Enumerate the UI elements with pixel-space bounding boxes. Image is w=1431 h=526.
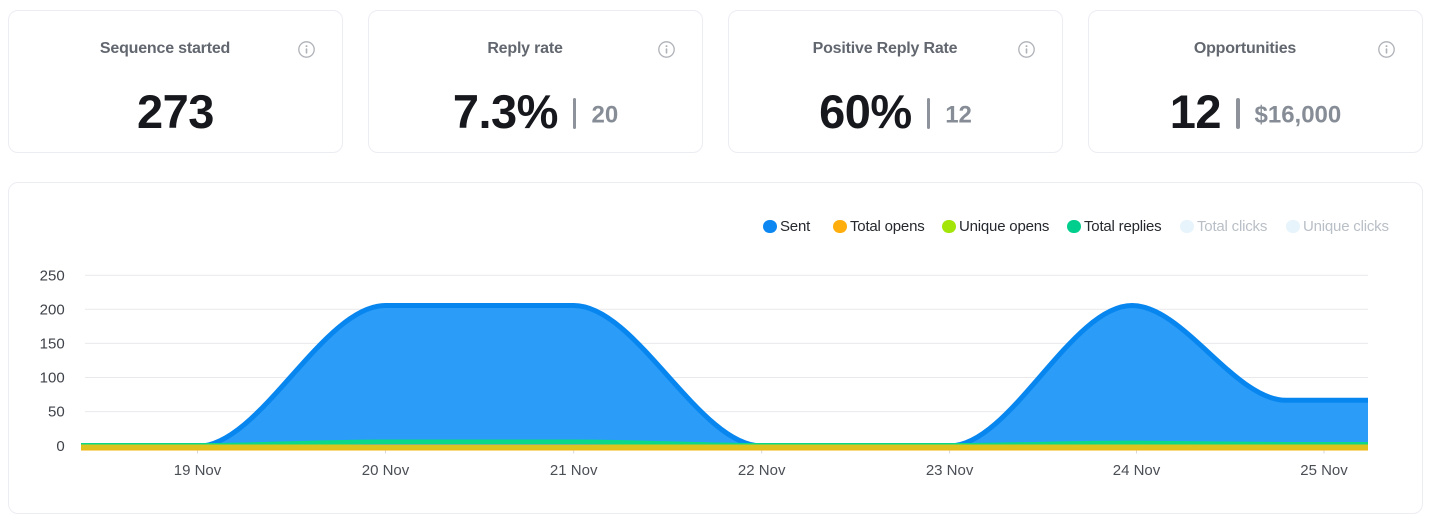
svg-text:20 Nov: 20 Nov <box>362 462 410 479</box>
svg-text:24 Nov: 24 Nov <box>1113 462 1161 479</box>
svg-text:250: 250 <box>40 267 65 284</box>
svg-text:23 Nov: 23 Nov <box>926 462 974 479</box>
svg-text:25 Nov: 25 Nov <box>1300 462 1348 479</box>
svg-text:22 Nov: 22 Nov <box>738 462 786 479</box>
svg-text:50: 50 <box>48 404 65 421</box>
svg-text:0: 0 <box>56 438 64 455</box>
svg-text:100: 100 <box>40 370 65 387</box>
svg-text:19 Nov: 19 Nov <box>174 462 222 479</box>
svg-text:200: 200 <box>40 301 65 318</box>
svg-text:21 Nov: 21 Nov <box>550 462 598 479</box>
svg-text:150: 150 <box>40 336 65 353</box>
